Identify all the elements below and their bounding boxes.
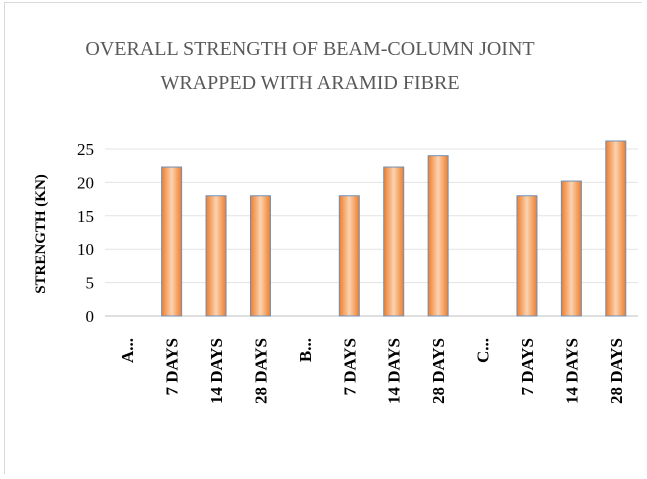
- chart-title-line-1: OVERALL STRENGTH OF BEAM-COLUMN JOINT: [85, 38, 534, 60]
- y-tick-label: 0: [86, 307, 95, 326]
- bar: [161, 166, 183, 317]
- chart-title-line-2: WRAPPED WITH ARAMID FIBRE: [160, 72, 459, 94]
- bar: [516, 195, 538, 317]
- y-tick-label: 5: [86, 274, 95, 293]
- bar: [427, 155, 449, 317]
- x-tick-label: C...: [474, 338, 493, 363]
- bar-chart: OVERALL STRENGTH OF BEAM-COLUMN JOINT WR…: [33, 38, 638, 404]
- y-tick-label: 25: [77, 140, 94, 159]
- x-tick-label: 7 DAYS: [518, 338, 537, 395]
- x-tick-label: 14 DAYS: [562, 338, 581, 404]
- y-tick-label: 10: [77, 240, 94, 259]
- y-axis-label: STRENGTH (KN): [33, 174, 49, 294]
- bar: [338, 195, 360, 317]
- bar: [249, 195, 271, 317]
- x-tick-label: A...: [118, 338, 137, 363]
- x-tick-label: 28 DAYS: [251, 338, 270, 404]
- bar: [205, 195, 227, 317]
- x-tick-label: 28 DAYS: [607, 338, 626, 404]
- bar: [605, 140, 627, 317]
- bar: [383, 166, 405, 317]
- x-tick-label: 14 DAYS: [207, 338, 226, 404]
- y-tick-label: 15: [77, 207, 94, 226]
- x-tick-label: B...: [296, 338, 315, 362]
- bar: [560, 180, 582, 317]
- x-tick-label: 14 DAYS: [385, 338, 404, 404]
- x-tick-label: 28 DAYS: [429, 338, 448, 404]
- y-tick-label: 20: [77, 173, 94, 192]
- x-tick-label: 7 DAYS: [163, 338, 182, 395]
- chart-area: OVERALL STRENGTH OF BEAM-COLUMN JOINT WR…: [4, 2, 642, 474]
- x-tick-label: 7 DAYS: [340, 338, 359, 395]
